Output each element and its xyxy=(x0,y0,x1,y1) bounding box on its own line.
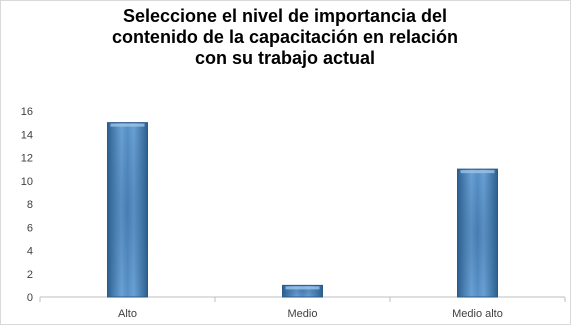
chart-title: Seleccione el nivel de importancia del c… xyxy=(60,6,510,69)
y-tick-label: 2 xyxy=(27,269,33,281)
y-tick-label: 8 xyxy=(27,199,33,211)
chart-title-line-1: Seleccione el nivel de importancia del xyxy=(122,6,448,26)
x-category-label: Medio xyxy=(288,308,318,320)
y-tick-label: 4 xyxy=(27,246,33,258)
y-tick-label: 12 xyxy=(21,153,33,165)
chart-title-line-3: con su trabajo actual xyxy=(194,48,376,68)
bar-medio xyxy=(282,284,323,298)
y-axis: 0 2 4 6 8 10 12 14 16 xyxy=(21,106,33,304)
y-tick-label: 14 xyxy=(21,129,33,141)
bar-shade xyxy=(457,169,498,297)
y-tick-label: 6 xyxy=(27,222,33,234)
chart-title-line-2: contenido de la capacitación en relación xyxy=(111,27,459,47)
bar-alto xyxy=(107,122,148,298)
x-axis: Alto Medio Medio alto xyxy=(39,296,566,320)
y-tick-label: 16 xyxy=(21,106,33,118)
bar-shade xyxy=(107,122,148,297)
bar-medio-alto xyxy=(457,168,498,298)
y-tick-label: 0 xyxy=(27,292,33,304)
bar-bevel xyxy=(110,123,145,127)
bar-shade xyxy=(282,285,323,297)
x-category-label: Alto xyxy=(118,308,137,320)
y-tick-label: 10 xyxy=(21,176,33,188)
bar-bevel xyxy=(460,170,495,174)
bar-series xyxy=(107,122,498,298)
x-category-label: Medio alto xyxy=(452,308,503,320)
bar-bevel xyxy=(285,286,320,290)
